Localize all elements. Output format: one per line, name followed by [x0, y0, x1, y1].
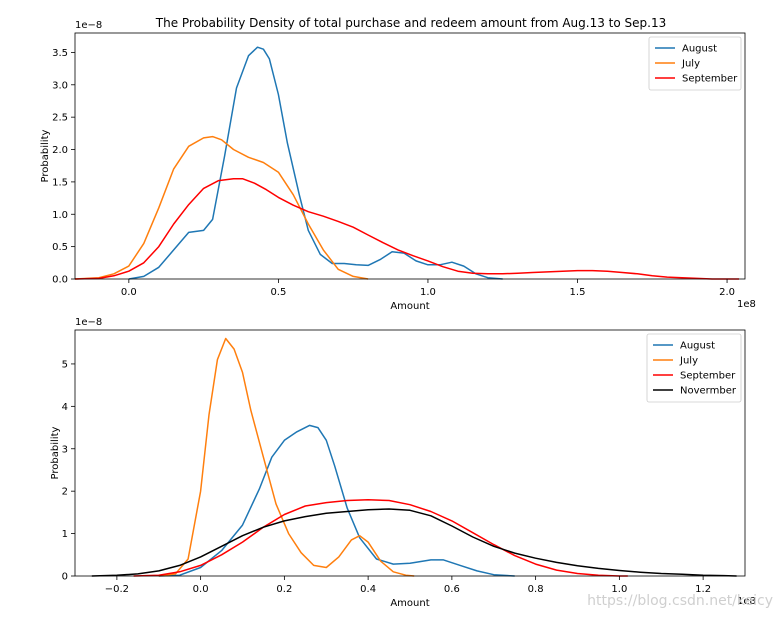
- y-offset-text: 1e−8: [75, 317, 102, 328]
- y-tick-label: 3.5: [52, 48, 68, 59]
- y-tick-label: 5: [62, 359, 68, 370]
- legend-label: September: [682, 74, 738, 85]
- y-tick-label: 0: [62, 572, 68, 583]
- x-tick-label: 1.5: [570, 287, 586, 298]
- legend-label: August: [682, 44, 717, 55]
- x-tick-label: 0.0: [121, 287, 137, 298]
- watermark: https://blog.csdn.net/keicy: [587, 593, 773, 609]
- y-tick-label: 3: [62, 444, 68, 455]
- x-tick-label: 0.4: [360, 584, 376, 595]
- x-tick-label: 0.2: [276, 584, 292, 595]
- y-tick-label: 3.0: [52, 80, 68, 91]
- series-line-novermber: [91, 508, 737, 577]
- x-tick-label: −0.2: [105, 584, 129, 595]
- series-line-august: [158, 424, 515, 577]
- plot-area-top: 0.0 0.5 1.0 1.5 2.0 0.0 0.5 1.0 1.5 2.0 2.5 3.0 3.5 A…: [40, 20, 756, 312]
- y-tick-label: 2.5: [52, 113, 68, 124]
- y-tick-label: 1.5: [52, 177, 68, 188]
- y-axis-label: Probability: [40, 129, 51, 182]
- y-axis-label: Probability: [50, 426, 61, 479]
- series-line-july: [158, 337, 415, 577]
- x-tick-label: 0.5: [270, 287, 286, 298]
- plot-area-bottom: −0.2 0.0 0.2 0.4 0.6 0.8 1.0 1.2 0 1 2 3 4 5 Amount Pro…: [50, 317, 756, 609]
- x-tick-label: 1.2: [695, 584, 711, 595]
- x-tick-label: 1.0: [611, 584, 627, 595]
- legend-label: Novermber: [680, 386, 737, 397]
- series-line-july: [74, 135, 369, 280]
- x-tick-label: 0.0: [193, 584, 209, 595]
- axes-frame: [74, 329, 746, 577]
- legend-frame: [646, 333, 742, 403]
- x-tick-label: 0.8: [528, 584, 544, 595]
- y-tick-label: 1.0: [52, 210, 68, 221]
- chart-bottom: −0.2 0.0 0.2 0.4 0.6 0.8 1.0 1.2 0 1 2 3 4 5 Amount Pro…: [50, 317, 756, 609]
- series-line-september: [74, 177, 739, 280]
- x-offset-text: 1e8: [737, 596, 756, 607]
- legend-label: August: [680, 341, 715, 352]
- x-axis-label: Amount: [390, 598, 429, 609]
- legend: August July September Novermber: [646, 333, 742, 403]
- axes-frame: [74, 32, 746, 280]
- legend-label: September: [680, 371, 736, 382]
- x-tick-label: 1.0: [420, 287, 436, 298]
- y-offset-text: 1e−8: [75, 20, 102, 31]
- x-offset-text: 1e8: [737, 299, 756, 310]
- y-tick-label: 2: [62, 487, 68, 498]
- x-tick-label: 0.6: [444, 584, 460, 595]
- legend-label: July: [679, 356, 698, 367]
- y-tick-label: 0.0: [52, 275, 68, 286]
- legend: August July September: [648, 36, 742, 91]
- x-axis-label: Amount: [390, 301, 429, 312]
- chart-top: The Probability Density of total purchas…: [40, 16, 756, 312]
- series-line-august: [128, 46, 503, 280]
- y-tick-label: 0.5: [52, 242, 68, 253]
- series-line-september: [133, 498, 628, 577]
- chart-title: The Probability Density of total purchas…: [155, 16, 666, 30]
- legend-label: July: [681, 59, 700, 70]
- x-tick-label: 2.0: [719, 287, 735, 298]
- y-tick-label: 1: [62, 529, 68, 540]
- y-tick-label: 2.0: [52, 145, 68, 156]
- legend-frame: [648, 36, 742, 91]
- y-tick-label: 4: [62, 402, 68, 413]
